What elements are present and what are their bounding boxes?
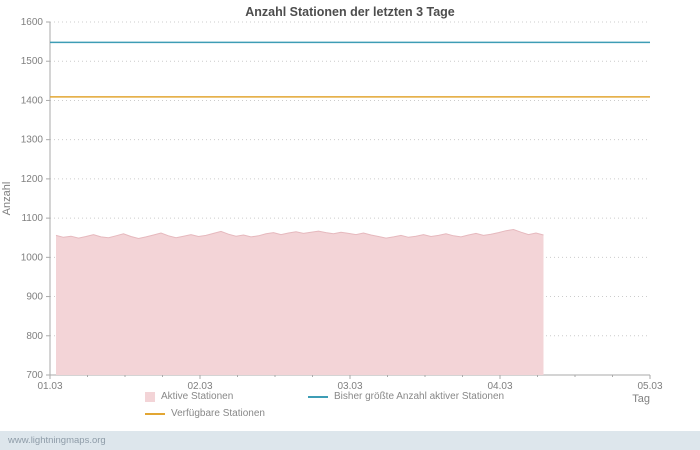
footer-bar: www.lightningmaps.org bbox=[0, 431, 700, 450]
svg-text:1100: 1100 bbox=[21, 213, 43, 224]
area-series-aktive-stationen bbox=[56, 229, 544, 375]
legend-label: Verfügbare Stationen bbox=[171, 408, 265, 419]
svg-text:1300: 1300 bbox=[21, 135, 44, 146]
chart-canvas: 700 800 900 1000 1100 1200 1300 1400 1500 1600 01.… bbox=[1, 17, 663, 405]
svg-text:01.03: 01.03 bbox=[37, 381, 62, 392]
svg-text:1400: 1400 bbox=[21, 95, 44, 106]
footer-link[interactable]: www.lightningmaps.org bbox=[8, 435, 106, 446]
svg-text:1000: 1000 bbox=[21, 252, 44, 263]
legend-item-aktive-stationen: Aktive Stationen bbox=[145, 391, 308, 402]
line-swatch bbox=[145, 412, 165, 415]
svg-text:1600: 1600 bbox=[21, 17, 44, 28]
x-axis-label: Tag bbox=[632, 393, 650, 405]
area-outline-aktive-stationen bbox=[55, 228, 544, 240]
svg-text:02.03: 02.03 bbox=[187, 381, 212, 392]
chart-title: Anzahl Stationen der letzten 3 Tage bbox=[245, 5, 455, 19]
legend-item-verfuegbare-stationen: Verfügbare Stationen bbox=[145, 408, 308, 419]
area-swatch bbox=[145, 391, 155, 402]
svg-text:04.03: 04.03 bbox=[487, 381, 512, 392]
legend-item-max-aktive-stationen: Bisher größte Anzahl aktiver Stationen bbox=[308, 391, 504, 402]
tick-labels: 700 800 900 1000 1100 1200 1300 1400 1500 1600 01.… bbox=[21, 17, 663, 392]
svg-text:900: 900 bbox=[26, 292, 43, 303]
legend-label: Bisher größte Anzahl aktiver Stationen bbox=[334, 391, 505, 402]
svg-text:800: 800 bbox=[26, 331, 43, 342]
line-swatch bbox=[308, 395, 328, 398]
svg-text:03.03: 03.03 bbox=[337, 381, 362, 392]
y-axis-label: Anzahl bbox=[1, 182, 13, 216]
legend: Aktive Stationen Bisher größte Anzahl ak… bbox=[145, 391, 504, 419]
legend-label: Aktive Stationen bbox=[161, 391, 234, 402]
svg-text:1200: 1200 bbox=[21, 174, 44, 185]
svg-text:700: 700 bbox=[26, 370, 43, 381]
svg-text:05.03: 05.03 bbox=[637, 381, 662, 392]
svg-text:1500: 1500 bbox=[21, 56, 44, 67]
